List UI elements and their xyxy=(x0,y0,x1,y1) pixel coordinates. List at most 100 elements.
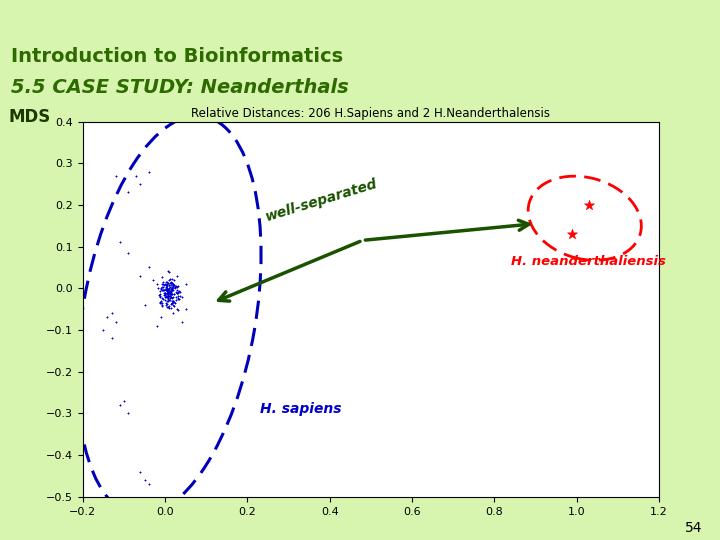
Text: H. sapiens: H. sapiens xyxy=(260,402,341,416)
Point xyxy=(110,318,122,326)
Point xyxy=(176,318,187,326)
Point xyxy=(167,282,179,291)
Point xyxy=(166,286,177,295)
Point xyxy=(161,285,173,294)
Point xyxy=(162,289,174,298)
Point xyxy=(159,290,171,299)
Point xyxy=(155,287,166,295)
Point xyxy=(122,188,134,197)
Point xyxy=(166,294,177,302)
Point xyxy=(166,289,177,298)
Point xyxy=(156,299,167,308)
Point xyxy=(151,280,163,288)
Point xyxy=(164,289,176,298)
Point xyxy=(130,171,142,180)
Point xyxy=(174,292,186,301)
Point xyxy=(161,289,173,298)
Point xyxy=(168,301,179,309)
Point xyxy=(139,476,150,484)
Point xyxy=(166,290,178,299)
Point xyxy=(166,278,177,286)
Point xyxy=(166,289,178,298)
Point xyxy=(154,292,166,301)
Point xyxy=(172,292,184,300)
Point xyxy=(164,290,176,299)
Point xyxy=(167,279,179,288)
Point xyxy=(167,297,179,306)
Point xyxy=(171,286,183,295)
Point xyxy=(159,285,171,294)
Point xyxy=(163,281,174,289)
Point xyxy=(168,281,180,290)
Point xyxy=(162,287,174,296)
Point xyxy=(166,297,177,306)
Point xyxy=(154,289,166,298)
Point xyxy=(161,302,173,311)
Point xyxy=(163,289,175,298)
Point xyxy=(163,291,174,299)
Point xyxy=(164,286,176,295)
Point xyxy=(163,285,174,294)
Point xyxy=(163,297,174,306)
Point xyxy=(156,296,167,305)
Point xyxy=(160,295,171,304)
Point xyxy=(168,298,180,307)
Point xyxy=(171,293,182,301)
Point xyxy=(171,288,182,297)
Point xyxy=(162,292,174,301)
Point xyxy=(163,285,174,294)
Point xyxy=(165,304,176,313)
Point xyxy=(162,294,174,302)
Point xyxy=(161,296,173,305)
Point xyxy=(135,180,146,188)
Point xyxy=(161,293,172,301)
Point xyxy=(159,288,171,297)
Point xyxy=(161,287,173,296)
Point xyxy=(171,282,182,291)
Point xyxy=(161,284,172,292)
Point xyxy=(143,263,154,272)
Point xyxy=(169,283,181,292)
Point xyxy=(165,290,176,299)
Point xyxy=(159,293,171,301)
Point xyxy=(161,298,172,307)
Point xyxy=(161,285,173,293)
Point xyxy=(171,272,183,280)
Point xyxy=(158,281,170,290)
Point xyxy=(166,285,177,293)
Point xyxy=(159,288,171,297)
Point xyxy=(156,294,168,302)
Point xyxy=(135,468,146,476)
Point xyxy=(161,281,172,290)
Title: Relative Distances: 206 H.Sapiens and 2 H.Neanderthalensis: Relative Distances: 206 H.Sapiens and 2 … xyxy=(192,107,550,120)
Point xyxy=(163,281,175,289)
Text: 54: 54 xyxy=(685,521,702,535)
Point xyxy=(166,299,178,307)
Point xyxy=(165,275,176,284)
Point xyxy=(153,291,165,300)
Point xyxy=(163,284,175,292)
Point xyxy=(172,288,184,297)
Point xyxy=(161,286,172,294)
Point xyxy=(162,289,174,298)
Point xyxy=(166,293,177,301)
Point xyxy=(169,299,181,308)
Point xyxy=(162,292,174,300)
Point xyxy=(114,401,125,409)
Point xyxy=(155,285,166,293)
Point xyxy=(168,290,180,299)
Point xyxy=(160,301,171,309)
Point xyxy=(158,286,169,295)
Point xyxy=(166,279,178,287)
Point xyxy=(164,295,176,304)
Point xyxy=(168,286,179,294)
Point xyxy=(171,305,183,313)
Point xyxy=(162,279,174,288)
Point xyxy=(160,293,171,302)
Point xyxy=(163,303,175,312)
Point xyxy=(173,287,184,295)
Point xyxy=(176,292,187,301)
Point xyxy=(162,292,174,301)
Point xyxy=(110,171,122,180)
Point xyxy=(102,313,113,322)
